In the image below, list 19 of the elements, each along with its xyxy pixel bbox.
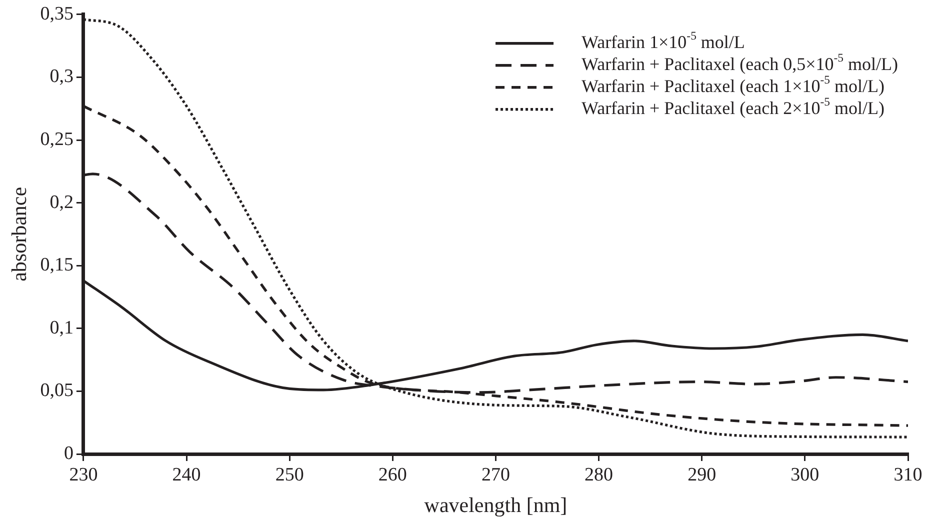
x-tick-label: 310 <box>894 464 922 486</box>
x-tick-label: 240 <box>172 464 201 486</box>
x-tick-label: 250 <box>275 464 304 486</box>
y-tick-label: 0,2 <box>50 192 74 213</box>
x-tick-label: 280 <box>584 464 614 486</box>
y-tick-label: 0 <box>64 442 74 464</box>
y-axis-title: absorbance <box>7 186 32 282</box>
x-tick-label: 230 <box>69 464 98 486</box>
x-tick-label: 290 <box>688 464 716 486</box>
y-tick-label: 0,3 <box>50 66 74 88</box>
x-tick-label: 270 <box>481 464 510 486</box>
y-tick-label: 0,25 <box>40 128 74 150</box>
x-axis-title: wavelength [nm] <box>424 492 568 517</box>
y-tick-label: 0,1 <box>50 317 74 338</box>
x-tick-label: 300 <box>790 464 820 486</box>
y-tick-label: 0,05 <box>40 380 74 402</box>
x-tick-label: 260 <box>378 464 407 486</box>
y-tick-label: 0,35 <box>40 3 74 24</box>
y-tick-label: 0,15 <box>40 254 74 276</box>
